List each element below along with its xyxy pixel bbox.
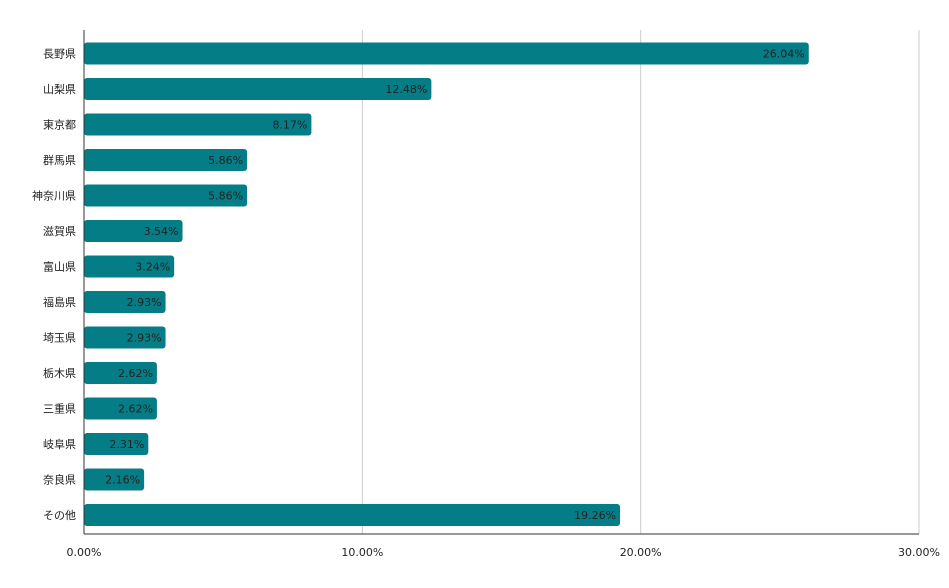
bar xyxy=(84,113,312,136)
data-label: 2.93% xyxy=(127,296,162,309)
category-label: 埼玉県 xyxy=(43,331,76,345)
bar xyxy=(84,184,248,207)
data-label: 2.62% xyxy=(118,403,153,416)
data-label: 19.26% xyxy=(574,509,616,522)
category-label: 長野県 xyxy=(43,48,76,61)
data-label: 5.86% xyxy=(208,154,243,167)
category-label: 東京都 xyxy=(43,118,76,132)
data-label: 3.24% xyxy=(135,261,170,274)
x-tick-label: 10.00% xyxy=(341,546,383,559)
category-label: 奈良県 xyxy=(43,473,76,487)
bar xyxy=(84,326,166,349)
bar xyxy=(84,397,157,420)
category-label: 群馬県 xyxy=(43,153,76,167)
data-label: 3.54% xyxy=(144,225,179,238)
x-tick-label: 0.00% xyxy=(67,546,102,559)
x-tick-label: 20.00% xyxy=(620,546,662,559)
bar xyxy=(84,255,175,278)
bars xyxy=(84,42,809,526)
bar xyxy=(84,42,809,65)
axes xyxy=(83,30,919,535)
category-label: 岐阜県 xyxy=(43,438,76,451)
bar xyxy=(84,433,149,455)
bar xyxy=(84,291,166,313)
bar xyxy=(84,362,157,384)
category-label: 福島県 xyxy=(43,295,76,309)
category-label: その他 xyxy=(43,509,76,522)
bar xyxy=(84,468,145,491)
x-tick-label: 30.00% xyxy=(898,546,940,559)
data-label: 2.16% xyxy=(105,474,140,487)
category-label: 栃木県 xyxy=(43,366,76,380)
bar xyxy=(84,149,248,171)
labels: 0.00% 10.00% 20.00% 30.00% 長野県 26.04% 山梨県 12.48… xyxy=(32,48,940,560)
gridlines xyxy=(361,30,920,534)
bar xyxy=(84,220,183,242)
data-label: 26.04% xyxy=(763,48,805,61)
category-label: 滋賀県 xyxy=(43,225,76,238)
data-label: 2.62% xyxy=(118,367,153,380)
bar xyxy=(84,78,432,100)
category-label: 三重県 xyxy=(43,402,76,416)
data-label: 2.31% xyxy=(109,438,144,451)
data-label: 5.86% xyxy=(208,190,243,203)
data-label: 12.48% xyxy=(385,83,427,96)
bar xyxy=(84,504,621,526)
data-label: 2.93% xyxy=(127,332,162,345)
category-label: 山梨県 xyxy=(43,82,76,96)
category-label: 神奈川県 xyxy=(32,189,76,203)
data-label: 8.17% xyxy=(272,119,307,132)
category-label: 富山県 xyxy=(43,260,76,274)
